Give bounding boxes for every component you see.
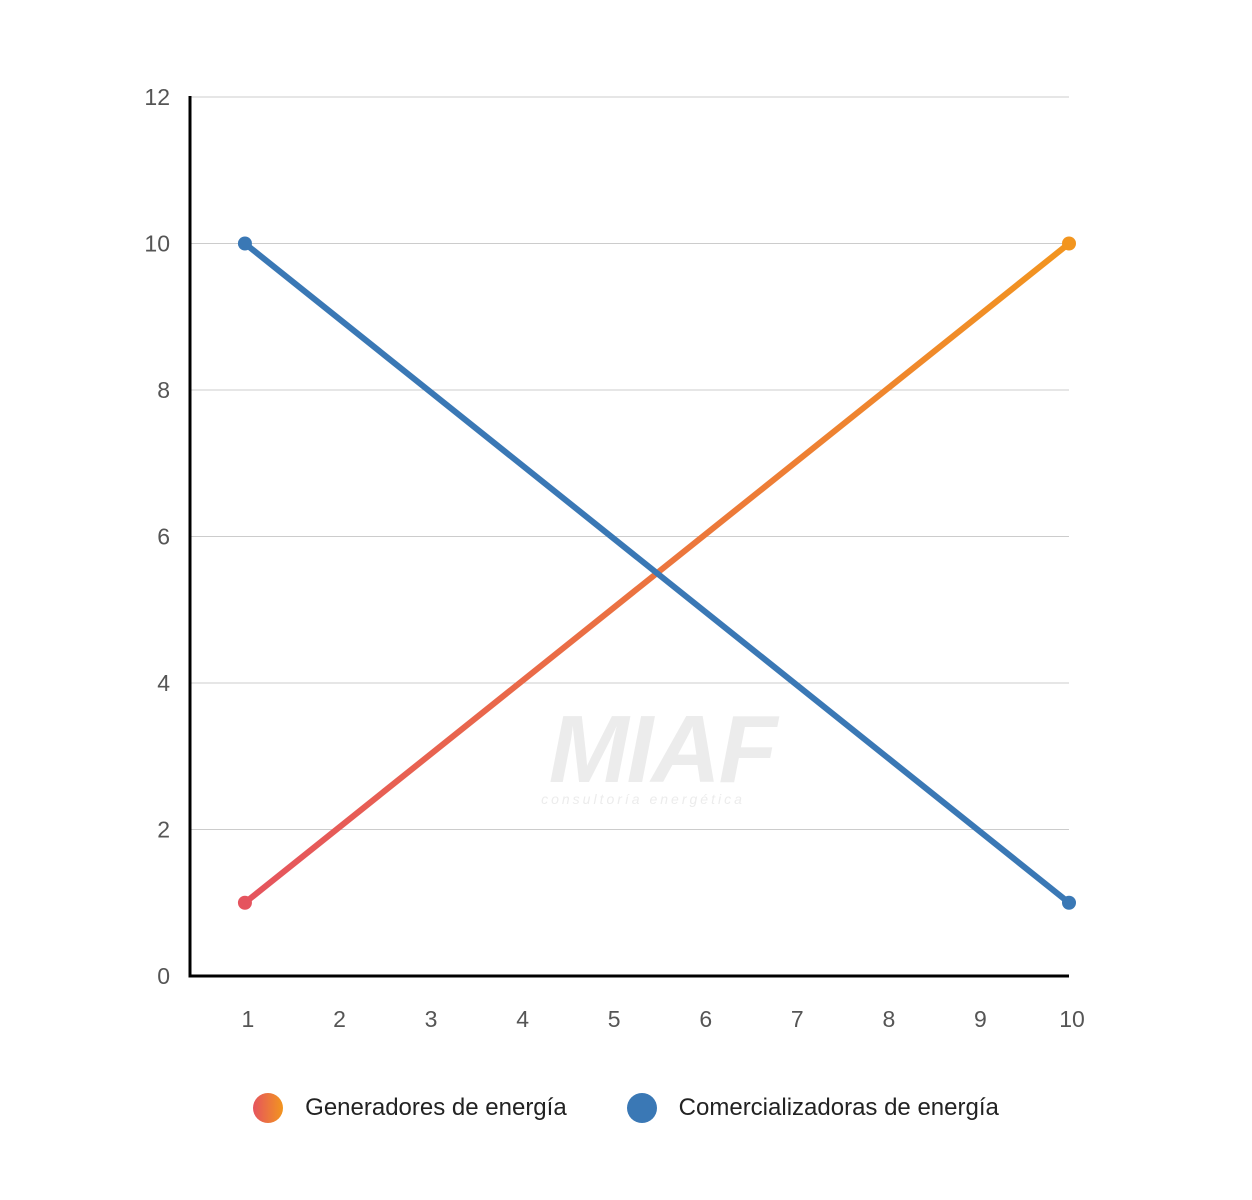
x-tick-labels: 1 2 3 4 5 6 7 8 9 10 — [242, 1006, 1085, 1032]
data-point-generadores-2 — [1062, 236, 1076, 251]
x-tick-label-7: 7 — [791, 1006, 804, 1032]
x-tick-label-6: 6 — [699, 1006, 712, 1032]
y-tick-label-0: 0 — [157, 963, 170, 989]
x-tick-label-3: 3 — [425, 1006, 438, 1032]
watermark-logo: MIAF consultoría energética — [541, 696, 782, 807]
watermark-brand: MIAF — [549, 696, 780, 803]
legend-item-comercializadoras: Comercializadoras de energía — [626, 1093, 999, 1123]
x-tick-label-8: 8 — [882, 1006, 895, 1032]
y-tick-label-12: 12 — [144, 84, 170, 110]
legend: Generadores de energía Comercializadoras… — [0, 1093, 1252, 1123]
x-tick-label-5: 5 — [608, 1006, 621, 1032]
y-tick-label-6: 6 — [157, 524, 170, 550]
legend-label-comercializadoras: Comercializadoras de energía — [678, 1094, 999, 1121]
series-line-comercializadoras — [241, 240, 1072, 906]
series-lines — [237, 236, 1076, 910]
x-tick-label-2: 2 — [333, 1006, 346, 1032]
legend-swatch-comercializadoras — [626, 1093, 657, 1123]
y-tick-label-4: 4 — [157, 670, 170, 696]
axes — [188, 96, 1069, 978]
y-tick-label-8: 8 — [157, 377, 170, 403]
grid-lines — [190, 96, 1069, 830]
x-tick-label-4: 4 — [516, 1006, 529, 1032]
legend-label-generadores: Generadores de energía — [305, 1094, 567, 1121]
x-tick-label-10: 10 — [1059, 1006, 1085, 1032]
data-point-generadores-1 — [237, 895, 252, 910]
legend-item-generadores: Generadores de energía — [253, 1093, 567, 1123]
data-point-comercializadoras-2 — [1062, 895, 1076, 910]
y-tick-label-2: 2 — [157, 817, 170, 843]
data-point-comercializadoras-1 — [237, 236, 252, 251]
y-tick-labels: 0 2 4 6 8 10 12 — [144, 84, 170, 989]
y-tick-label-10: 10 — [144, 231, 170, 257]
x-tick-label-9: 9 — [974, 1006, 987, 1032]
watermark-tagline: consultoría energética — [541, 791, 745, 807]
legend-swatch-generadores — [253, 1093, 284, 1123]
x-tick-label-1: 1 — [242, 1006, 255, 1032]
